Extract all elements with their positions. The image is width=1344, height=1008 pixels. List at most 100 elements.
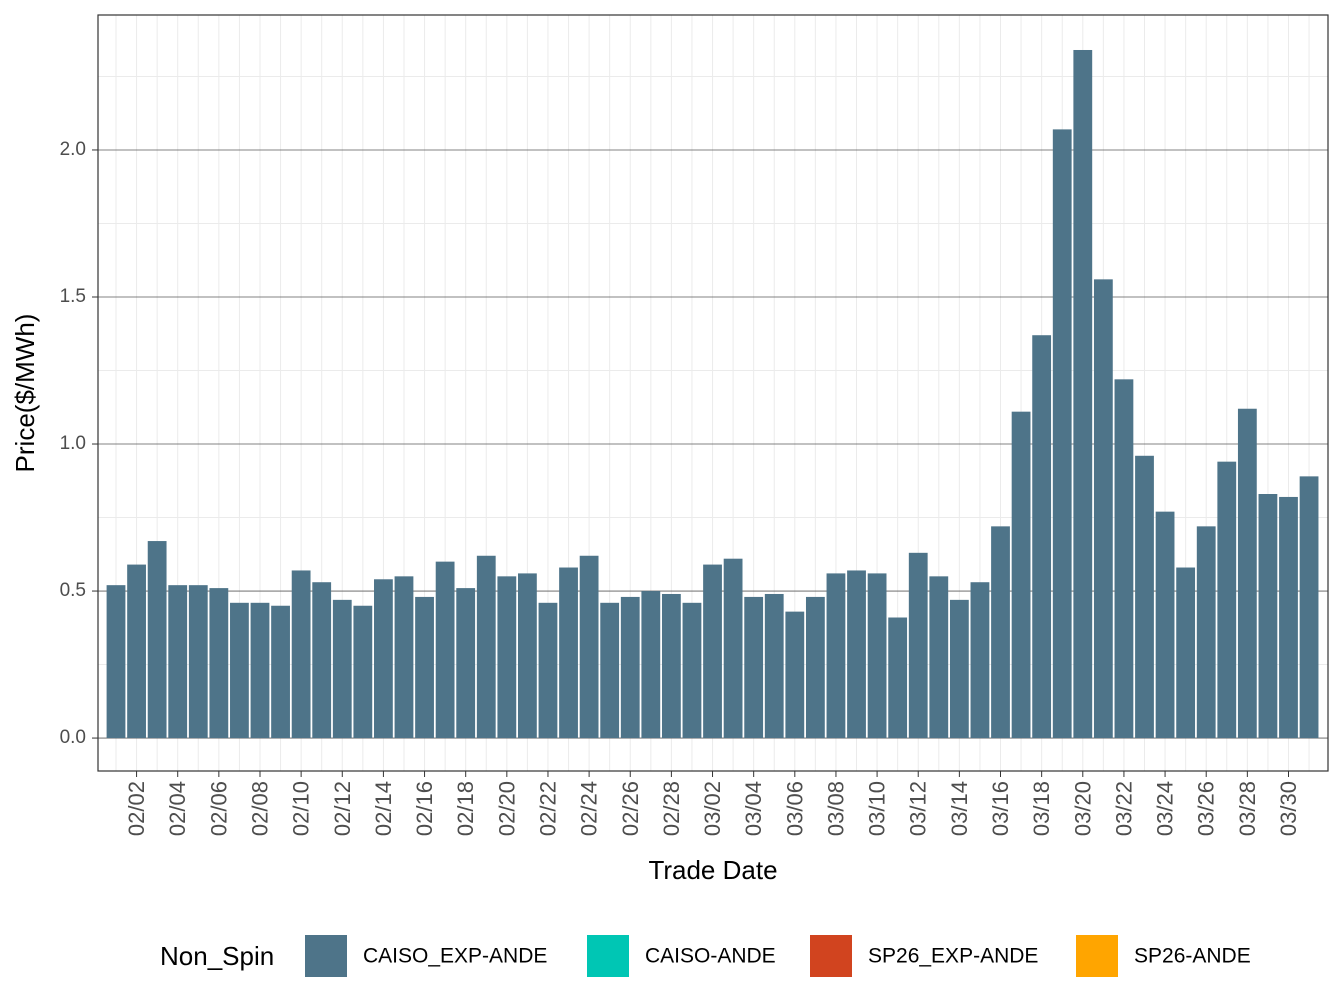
bar [620, 596, 640, 739]
y-tick-label: 1.5 [60, 286, 86, 307]
legend-label: CAISO_EXP-ANDE [363, 945, 547, 968]
bar [703, 564, 722, 739]
x-tick-label: 02/16 [412, 781, 437, 836]
bar [805, 596, 825, 739]
bar [744, 596, 764, 739]
bar [435, 561, 455, 739]
bar [1135, 455, 1154, 739]
x-tick-label: 02/24 [577, 781, 602, 836]
legend-label: SP26_EXP-ANDE [868, 945, 1038, 968]
x-tick-label: 03/14 [947, 781, 972, 836]
bar [970, 582, 990, 739]
legend-key [810, 935, 852, 977]
bar [209, 588, 229, 739]
x-tick-label: 03/08 [823, 781, 848, 836]
bar [682, 602, 702, 739]
bar [250, 602, 270, 739]
bar [1176, 567, 1196, 739]
bar [1073, 49, 1093, 739]
y-tick-label: 2.0 [60, 139, 86, 160]
x-tick-label: 02/28 [659, 781, 684, 836]
x-tick-label: 02/26 [618, 781, 643, 836]
legend-key [305, 935, 347, 977]
legend-key [587, 935, 629, 977]
bar [518, 573, 537, 739]
bar [1279, 496, 1298, 739]
legend: CAISO_EXP-ANDE CAISO-ANDE SP26_EXP-ANDE SP2… [305, 935, 1251, 977]
bar [723, 558, 743, 739]
x-tick-label: 02/12 [330, 781, 355, 836]
marks [106, 49, 1319, 739]
y-tick-label: 1.0 [60, 433, 86, 454]
x-tick-label: 03/18 [1029, 781, 1054, 836]
bar [600, 602, 620, 739]
x-tick-label: 02/14 [371, 781, 396, 836]
x-tick-label: 02/02 [124, 781, 149, 836]
bar [559, 567, 578, 739]
bar [929, 576, 949, 739]
x-axis-title: Trade Date [648, 855, 777, 885]
x-tick-label: 03/10 [865, 781, 890, 836]
bar [332, 599, 352, 739]
bar [312, 582, 332, 739]
legend-label: SP26-ANDE [1134, 945, 1251, 968]
bar [291, 570, 311, 739]
x-tick-label: 03/24 [1153, 781, 1178, 836]
bar [1196, 526, 1216, 739]
bar [991, 526, 1010, 739]
bar [476, 555, 496, 739]
bar [415, 596, 434, 739]
bar [394, 576, 414, 739]
legend-title: Non_Spin [160, 941, 274, 971]
x-tick-label: 03/26 [1194, 781, 1219, 836]
bar [456, 588, 476, 739]
bar [826, 573, 846, 739]
x-tick-label: 03/12 [906, 781, 931, 836]
bar [271, 605, 290, 739]
x-tick-label: 02/08 [247, 781, 272, 836]
bar [147, 541, 167, 739]
bar [1258, 494, 1278, 739]
bar [1299, 476, 1319, 739]
bar [1217, 461, 1237, 739]
x-tick-label: 03/04 [741, 781, 766, 836]
x-tick-label: 03/20 [1070, 781, 1095, 836]
bar [1155, 511, 1175, 739]
bar [230, 602, 249, 739]
bar [1093, 279, 1113, 739]
x-tick-label: 03/06 [782, 781, 807, 836]
bar [847, 570, 866, 739]
bar [661, 593, 681, 739]
bar [641, 591, 661, 739]
bar [127, 564, 146, 739]
bar [888, 617, 908, 739]
x-tick-label: 03/28 [1235, 781, 1260, 836]
bar [497, 576, 517, 739]
bar [1011, 411, 1031, 739]
bar [1114, 379, 1134, 739]
x-tick-label: 02/22 [535, 781, 560, 836]
y-axis-title: Price($/MWh) [10, 314, 40, 473]
bar [1237, 408, 1257, 739]
x-tick-label: 02/06 [206, 781, 231, 836]
x-tick-label: 02/18 [453, 781, 478, 836]
legend-label: CAISO-ANDE [645, 945, 776, 968]
y-tick-label: 0.0 [60, 727, 86, 748]
y-tick-label: 0.5 [60, 580, 86, 601]
x-tick-label: 02/10 [289, 781, 314, 836]
bar [949, 599, 969, 739]
x-tick-label: 03/30 [1276, 781, 1301, 836]
legend-key [1076, 935, 1118, 977]
bar [353, 605, 373, 739]
bar [374, 579, 393, 739]
x-tick-label: 02/20 [494, 781, 519, 836]
x-tick-label: 03/16 [988, 781, 1013, 836]
bar [188, 585, 208, 739]
bar [538, 602, 558, 739]
x-tick-label: 02/04 [165, 781, 190, 836]
bar [867, 573, 887, 739]
bar [764, 593, 784, 739]
x-tick-label: 03/02 [700, 781, 725, 836]
bar [579, 555, 599, 739]
